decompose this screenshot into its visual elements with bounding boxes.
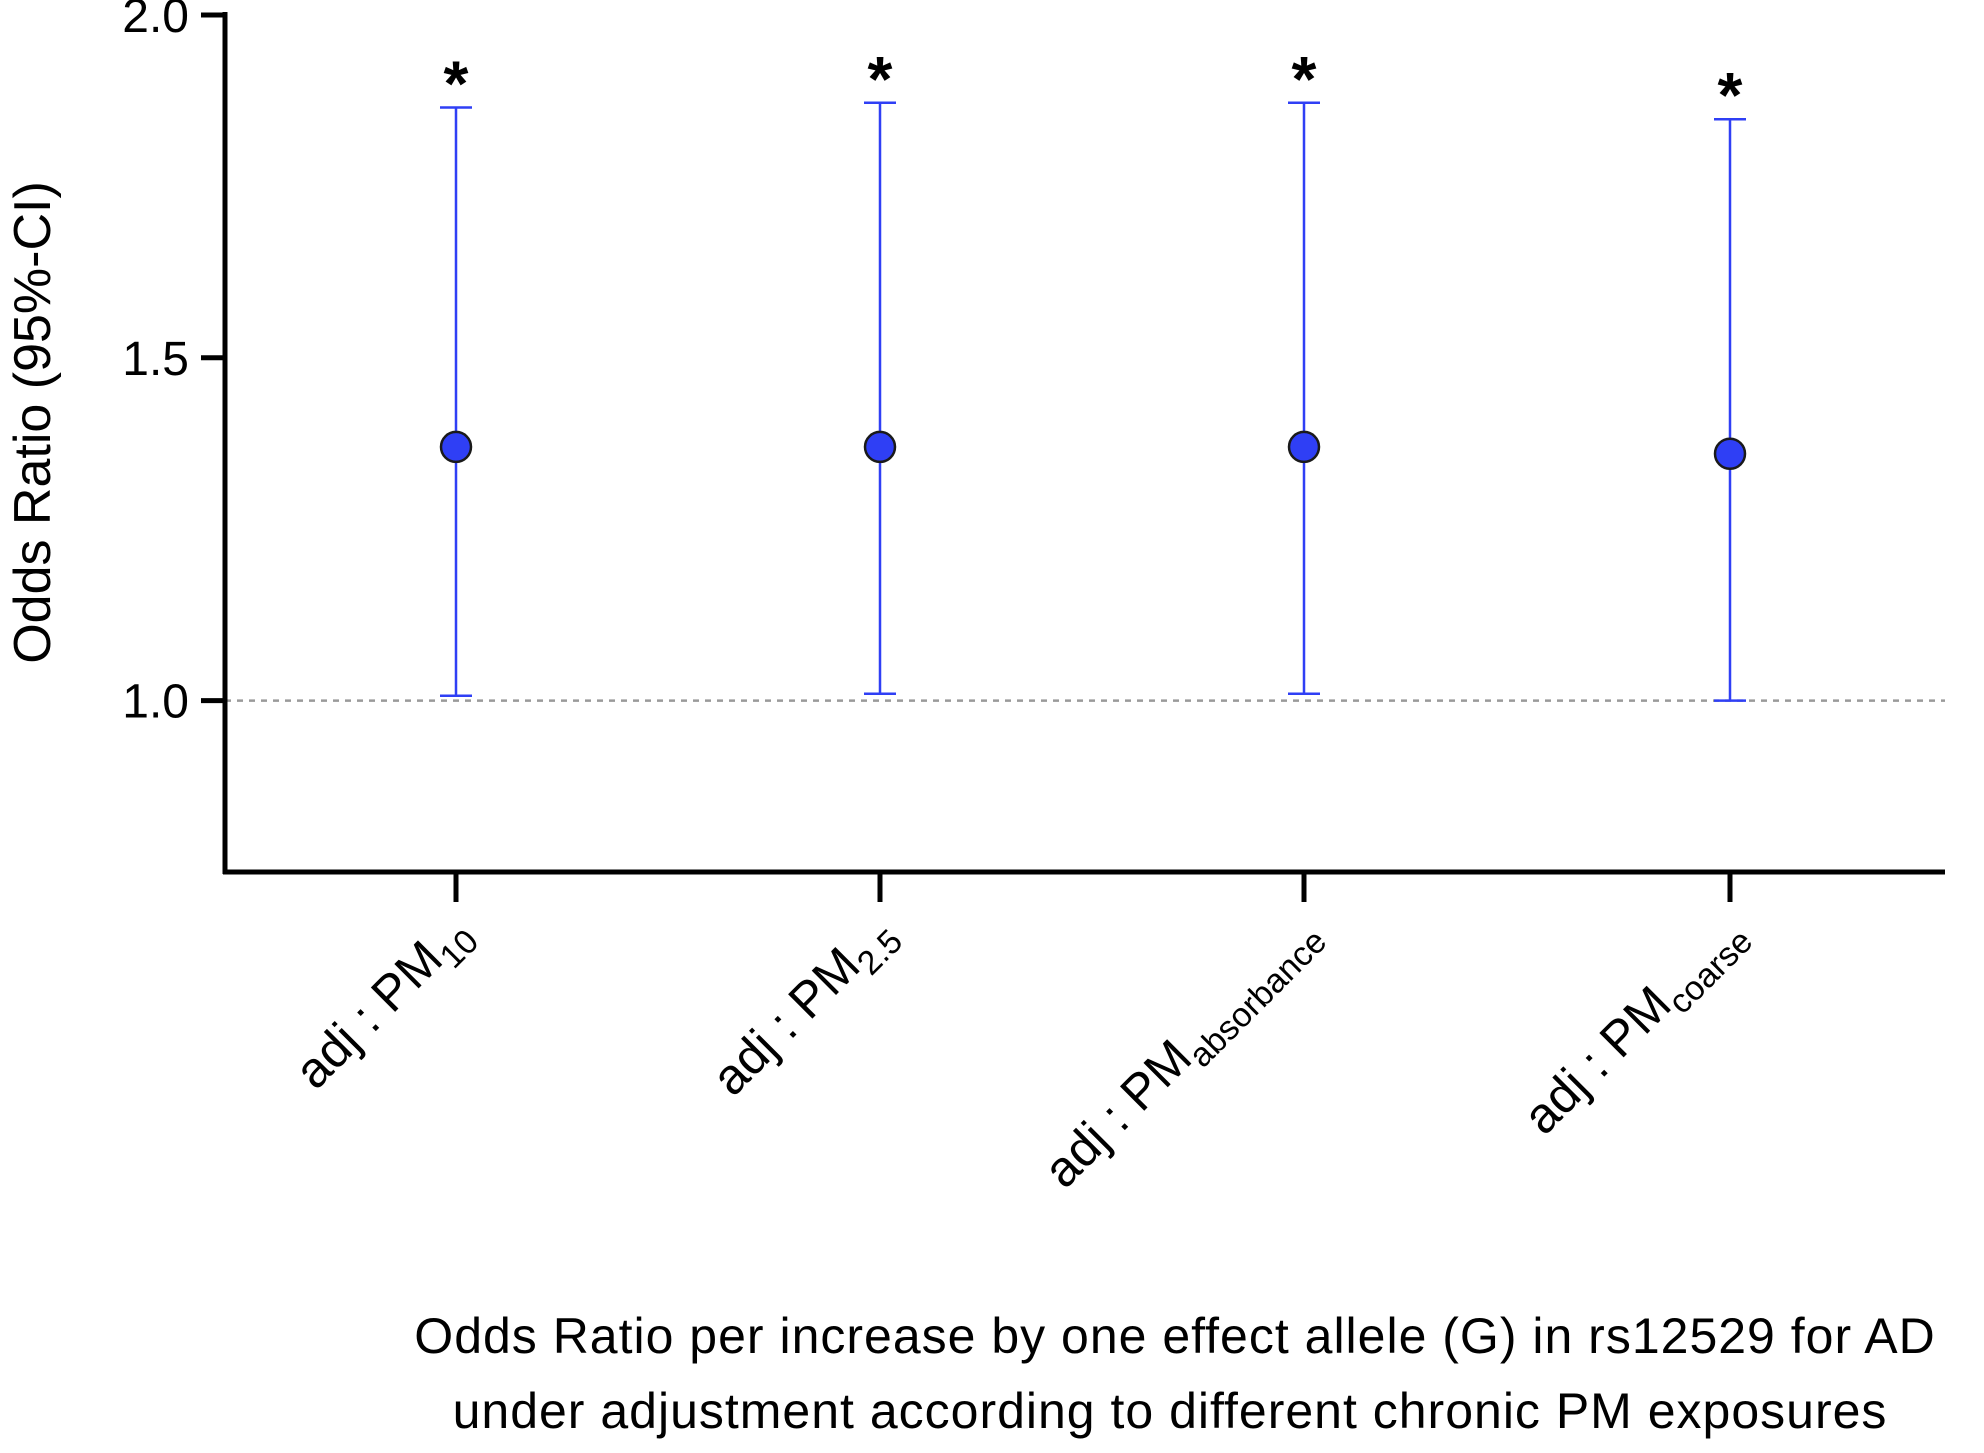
x-tick-label-main: adj : PM (1033, 1029, 1202, 1198)
significance-star: * (868, 43, 893, 115)
significance-star: * (444, 48, 469, 120)
data-point-group: * (439, 48, 473, 698)
x-tick-label-main: adj : PM (701, 937, 870, 1106)
x-tick-label: adj : PMcoarse (1512, 903, 1760, 1151)
data-point (439, 430, 473, 464)
y-tick-label: 1.0 (122, 676, 189, 729)
x-tick-label-subscript: absorbance (1182, 922, 1335, 1075)
data-point (1713, 437, 1747, 471)
x-tick-label-main: adj : PM (1512, 975, 1681, 1144)
data-point-group: * (1287, 43, 1321, 695)
data-point-group: * (1713, 59, 1747, 702)
caption-line-2: under adjustment according to different … (453, 1383, 1888, 1439)
axes: 1.0 1.5 2.0 (122, 0, 1945, 902)
y-tick-label: 2.0 (122, 0, 189, 43)
x-tick-label: adj : PM2.5 (701, 903, 910, 1112)
data-point-group: * (863, 43, 897, 695)
caption-line-1: Odds Ratio per increase by one effect al… (414, 1308, 1935, 1364)
data-point (863, 430, 897, 464)
x-tick-label: adj : PM10 (284, 903, 486, 1105)
x-tick-label-subscript: coarse (1661, 922, 1760, 1021)
significance-star: * (1292, 43, 1317, 115)
significance-star: * (1718, 59, 1743, 131)
x-tick-label-main: adj : PM (284, 930, 453, 1099)
y-axis-label: Odds Ratio (95%-CI) (4, 181, 62, 664)
data-marks: * * * * (439, 43, 1747, 702)
data-point (1287, 430, 1321, 464)
x-tick-label: adj : PMabsorbance (1033, 903, 1334, 1204)
y-tick-label: 1.5 (122, 333, 189, 386)
labels: Odds Ratio (95%-CI) Odds Ratio per incre… (4, 181, 1935, 1439)
